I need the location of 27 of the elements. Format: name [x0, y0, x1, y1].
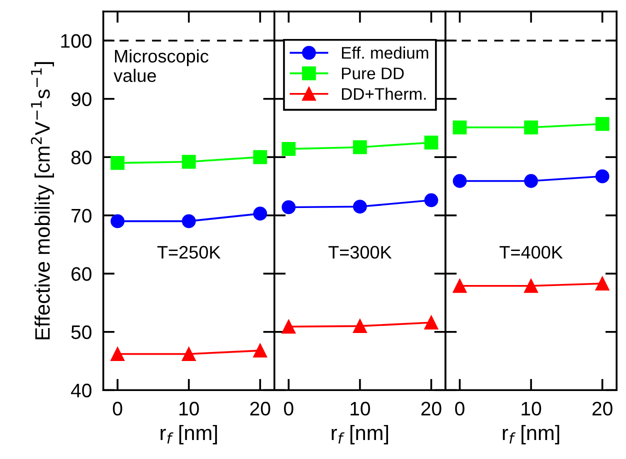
x-axis-title: r$_{f}$ [nm]	[332, 424, 388, 444]
x-tick-label: 0	[112, 402, 122, 416]
legend-label: Pure DD	[342, 68, 404, 80]
x-tick-label: 20	[592, 402, 612, 416]
y-tick-label: 70	[72, 208, 92, 223]
y-tick-label: 80	[71, 150, 92, 164]
y-tick-label: 40	[71, 384, 92, 398]
ref-line-label: Microscopic value	[114, 49, 208, 82]
y-tick-label: 90	[71, 92, 92, 106]
x-tick-label: 20	[250, 402, 270, 416]
y-tick-label: 60	[72, 267, 92, 281]
legend-label: DD+Therm.	[342, 88, 426, 100]
annotation: T=250K	[157, 246, 221, 259]
y-tick-label: 100	[61, 34, 92, 48]
annotation: T=300K	[328, 246, 392, 259]
x-tick-label: 20	[421, 402, 442, 416]
x-tick-label: 10	[350, 402, 370, 416]
y-axis-title: Effective mobility [cm$^{2}$V$^{−1}$s$^{−1}$]	[30, 62, 54, 340]
x-axis-title: r$_{f}$ [nm]	[502, 424, 560, 444]
annotation: T=400K	[500, 246, 563, 259]
x-axis-title: r$_{f}$ [nm]	[160, 424, 217, 444]
legend-label: Eff. medium	[342, 46, 428, 59]
x-tick-label: 0	[284, 402, 294, 416]
x-tick-label: 10	[522, 402, 542, 416]
x-tick-label: 0	[455, 402, 464, 416]
y-tick-label: 50	[71, 325, 92, 340]
x-tick-label: 10	[180, 402, 199, 416]
